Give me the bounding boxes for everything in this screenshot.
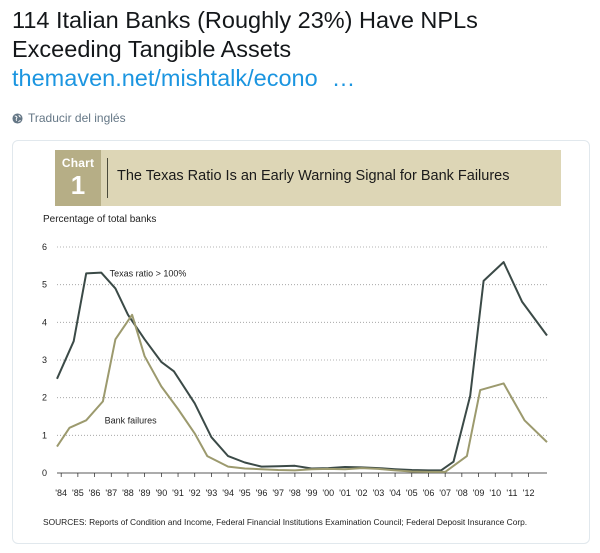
chart-title: The Texas Ratio Is an Early Warning Sign… [117, 168, 510, 184]
x-tick-label: '03 [373, 488, 385, 498]
x-tick-label: '01 [339, 488, 351, 498]
x-tick-label: '85 [72, 488, 84, 498]
x-tick-label: '86 [89, 488, 101, 498]
translate-button[interactable]: Traducir del inglés [12, 111, 126, 125]
chart-header-divider [107, 158, 108, 198]
y-tick-label: 6 [42, 242, 47, 252]
x-tick-label: '89 [139, 488, 151, 498]
x-tick-label: '10 [489, 488, 501, 498]
x-tick-label: '90 [155, 488, 167, 498]
x-tick-label: '96 [256, 488, 268, 498]
x-tick-label: '11 [506, 488, 517, 498]
x-tick-label: '93 [206, 488, 218, 498]
series-annotation: Bank failures [105, 415, 158, 425]
link-ellipsis: … [331, 65, 356, 91]
x-tick-label: '95 [239, 488, 251, 498]
y-tick-label: 1 [42, 430, 47, 440]
y-tick-label: 5 [42, 280, 47, 290]
x-tick-label: '97 [272, 488, 284, 498]
x-tick-label: '92 [189, 488, 201, 498]
x-tick-label: '04 [389, 488, 401, 498]
tweet-text-line: Exceeding Tangible Assets [12, 36, 292, 62]
y-tick-label: 0 [42, 468, 47, 478]
tweet-link-text: themaven.net/mishtalk/econo [12, 65, 318, 91]
media-card[interactable]: Chart 1 The Texas Ratio Is an Early Warn… [12, 140, 590, 544]
y-tick-label: 3 [42, 355, 47, 365]
x-tick-label: '06 [423, 488, 435, 498]
x-tick-label: '07 [439, 488, 451, 498]
x-tick-label: '91 [172, 488, 184, 498]
x-tick-label: '08 [456, 488, 468, 498]
x-tick-label: '94 [222, 488, 234, 498]
x-tick-label: '84 [55, 488, 67, 498]
x-tick-label: '99 [306, 488, 318, 498]
x-tick-label: '02 [356, 488, 368, 498]
x-tick-label: '12 [523, 488, 535, 498]
y-tick-label: 4 [42, 317, 47, 327]
tweet-text: 114 Italian Banks (Roughly 23%) Have NPL… [12, 6, 592, 93]
chart-header: Chart 1 The Texas Ratio Is an Early Warn… [55, 150, 561, 206]
x-tick-label: '98 [289, 488, 301, 498]
globe-icon [12, 112, 23, 124]
x-tick-label: '87 [105, 488, 117, 498]
y-axis-label: Percentage of total banks [43, 214, 157, 225]
tweet-text-line: 114 Italian Banks (Roughly 23%) Have NPL… [12, 7, 478, 33]
x-tick-label: '00 [322, 488, 334, 498]
series-annotation: Texas ratio > 100% [110, 268, 187, 278]
chart-sources: SOURCES: Reports of Condition and Income… [43, 517, 528, 527]
chart-badge-number: 1 [70, 170, 86, 200]
y-tick-label: 2 [42, 393, 47, 403]
chart-badge: Chart 1 [55, 150, 101, 206]
chart-badge-word: Chart [61, 156, 95, 170]
tweet-link[interactable]: themaven.net/mishtalk/econo … [12, 64, 592, 93]
series-line-texas-ratio-100 [56, 261, 548, 472]
series-line-bank-failures [56, 313, 548, 473]
line-chart: 0 1 2 3 4 5 6 '84 '85 '86 '87 '88 '89 '90 '91 '92 '93 '94… [42, 242, 548, 498]
x-tick-label: '88 [122, 488, 134, 498]
translate-label: Traducir del inglés [28, 111, 126, 125]
x-tick-label: '05 [406, 488, 418, 498]
x-tick-label: '09 [473, 488, 485, 498]
